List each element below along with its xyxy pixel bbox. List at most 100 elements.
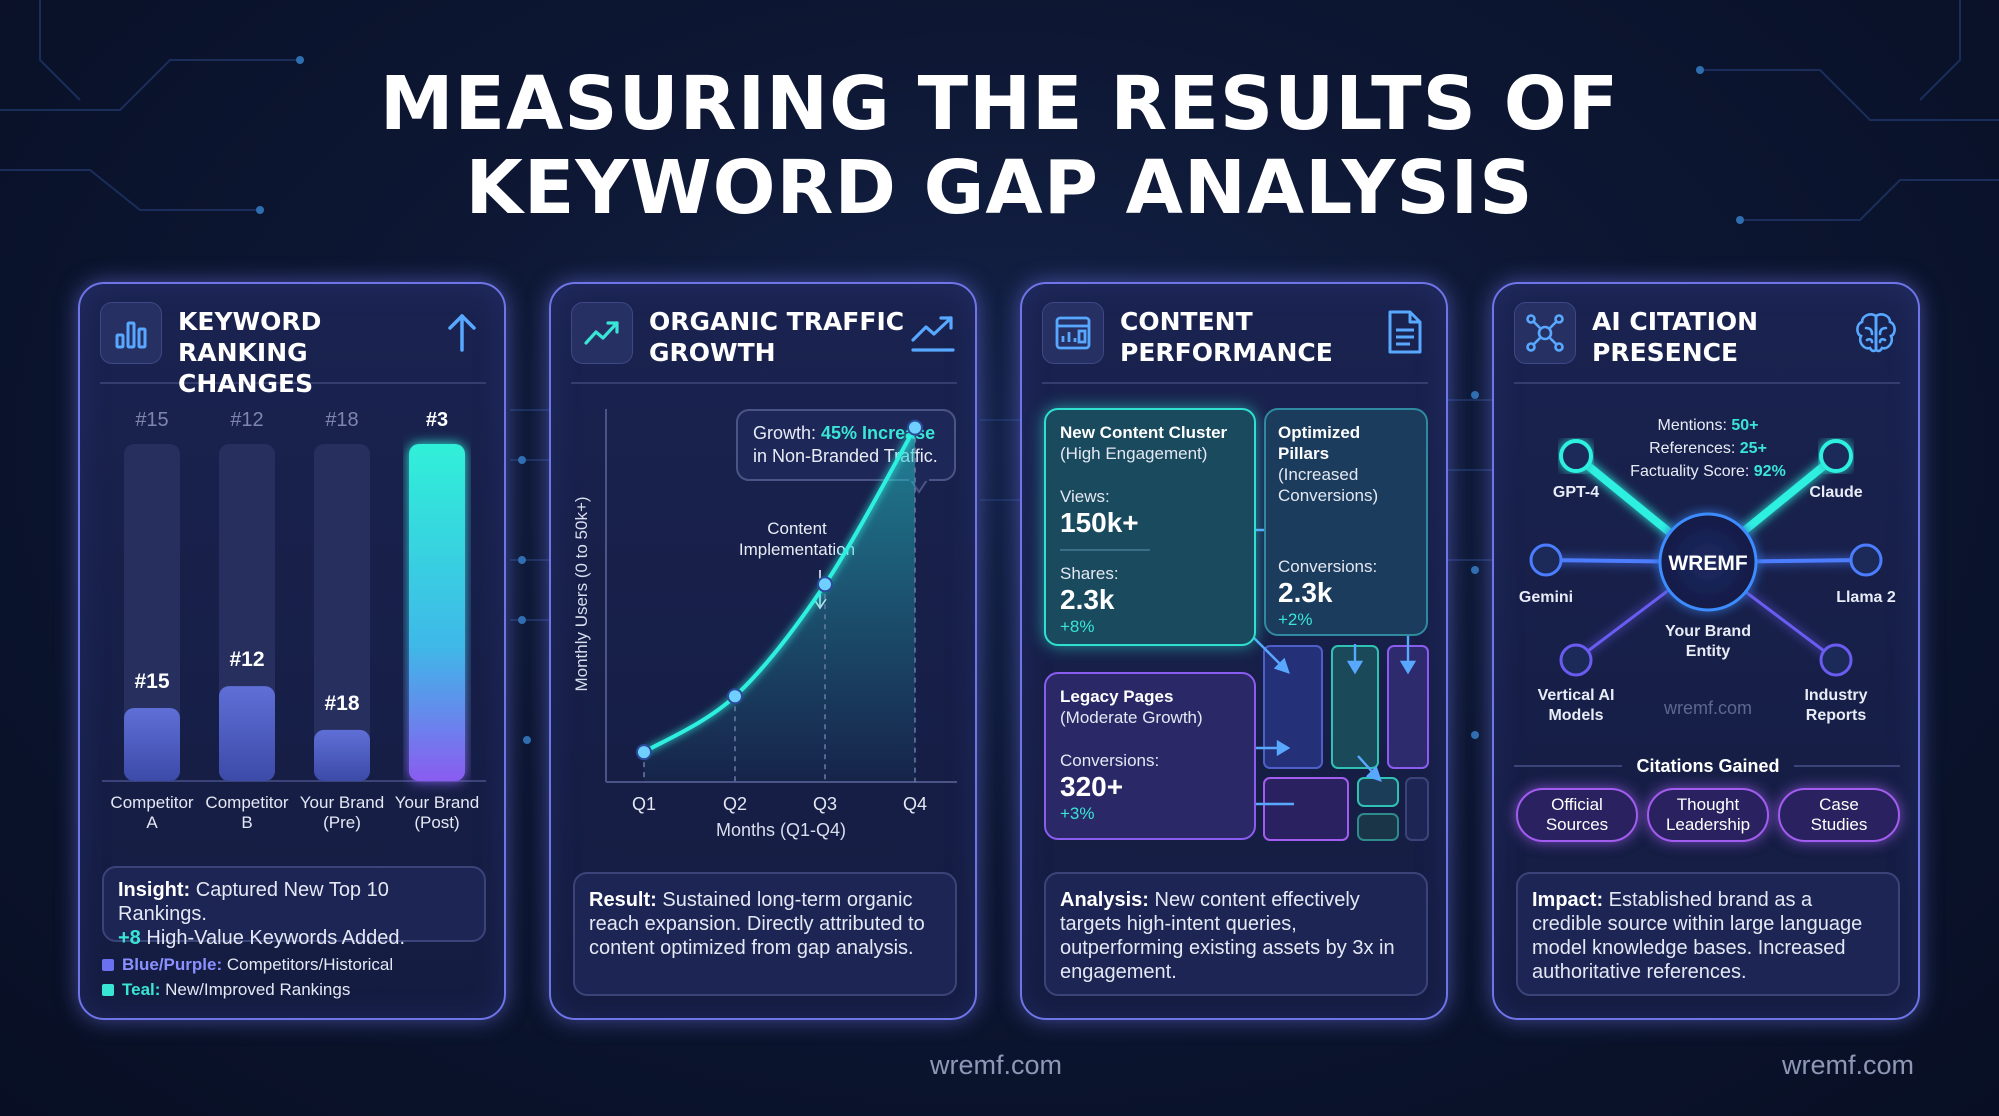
ai-network-diagram: WREMF Your Brand Entity wremf.com GPT-4 … <box>1514 417 1900 776</box>
citation-pill-text: Sources <box>1545 815 1609 834</box>
data-point <box>817 576 833 593</box>
insight-label: Insight: <box>118 879 191 901</box>
citations-title: Citations Gained <box>1636 756 1779 776</box>
legend-item: Teal: New/Improved Rankings <box>102 977 393 1002</box>
citation-pill-text: Studies <box>1810 815 1868 834</box>
shares-change: +8% <box>1060 617 1095 636</box>
bar <box>314 729 370 781</box>
data-point <box>727 688 743 705</box>
chart-legend: Blue/Purple: Competitors/Historical Teal… <box>102 952 393 1002</box>
hub-label: Your Brand <box>1665 623 1751 640</box>
dashboard-icon <box>1042 302 1104 364</box>
category-label: Your Brand <box>300 793 384 812</box>
ai-node <box>1559 439 1593 473</box>
x-tick-label: Q2 <box>723 794 747 814</box>
citation-pill-text: Thought <box>1676 795 1740 814</box>
legend-text: Competitors/Historical <box>222 955 394 974</box>
citation-pill-text: Leadership <box>1665 815 1751 834</box>
x-tick-label: Q1 <box>632 794 656 814</box>
node-label-claude: Claude <box>1809 484 1862 501</box>
svg-text:Mentions: 50+: Mentions: 50+ <box>1658 417 1759 434</box>
card-title-line-2: RANKING CHANGES <box>178 338 314 398</box>
footer-watermark: wremf.com <box>930 1050 1063 1080</box>
impact-box: Impact: Established brand as a credible … <box>1516 872 1900 996</box>
page-title-line-2: KEYWORD GAP ANALYSIS <box>465 145 1534 231</box>
card-title-line-2: PERFORMANCE <box>1120 338 1333 367</box>
ai-node <box>1819 643 1853 677</box>
conversions-label: Conversions: <box>1278 557 1378 576</box>
conversions-value: 320+ <box>1060 771 1124 802</box>
analysis-text: New content effectively targets high-int… <box>1060 889 1395 983</box>
category-label: (Post) <box>414 813 459 832</box>
svg-text:Growth: 45% Increase: Growth: 45% Increase <box>753 423 935 443</box>
divider <box>1060 549 1150 551</box>
insight-highlight: +8 <box>118 927 141 949</box>
legacy-subtitle: (Moderate Growth) <box>1060 708 1203 727</box>
impact-text: Established brand as a credible source w… <box>1532 889 1863 983</box>
ranking-bar-chart: #15#15CompetitorA#12#12CompetitorB#18#18… <box>102 409 486 832</box>
card-title: ORGANIC TRAFFIC GROWTH <box>649 306 919 368</box>
category-label: Competitor <box>110 793 193 812</box>
stat-value: 50+ <box>1731 417 1758 434</box>
legend-swatch <box>102 959 114 971</box>
bar <box>409 444 465 781</box>
cluster-title: New Content Cluster <box>1060 423 1228 442</box>
category-label: (Pre) <box>323 813 361 832</box>
bar-chart-icon <box>100 302 162 364</box>
svg-text:References: 25+: References: 25+ <box>1649 440 1767 457</box>
legend-item: Blue/Purple: Competitors/Historical <box>102 952 393 977</box>
page-title-line-1: MEASURING THE RESULTS OF <box>379 61 1620 147</box>
card-title-line-2: GROWTH <box>649 338 776 367</box>
x-tick-label: Q3 <box>813 794 837 814</box>
bar-value-label: #12 <box>229 648 264 671</box>
views-value: 150k+ <box>1060 507 1139 538</box>
analysis-box: Analysis: New content effectively target… <box>1044 872 1428 996</box>
ai-node <box>1819 439 1853 473</box>
content-performance-card: CONTENT PERFORMANCE New Content Cluster … <box>1020 282 1448 1020</box>
result-box: Result: Sustained long-term organic reac… <box>573 872 957 996</box>
series-line <box>642 426 917 754</box>
bar-track <box>124 444 180 781</box>
citation-pill: Official Sources <box>1516 788 1638 842</box>
y-axis-label: Monthly Users (0 to 50k+) <box>572 496 591 691</box>
bar <box>219 686 275 781</box>
arrow-up-icon <box>448 314 476 352</box>
insight-text-2: High-Value Keywords Added. <box>140 927 406 949</box>
ai-node <box>1559 643 1593 677</box>
citation-pill-text: Official <box>1551 795 1603 814</box>
bar-top-label: #15 <box>135 409 168 431</box>
citation-pill: Case Studies <box>1778 788 1900 842</box>
annotation-text: Content <box>767 519 827 538</box>
ai-node <box>1529 543 1563 577</box>
card-title: CONTENT PERFORMANCE <box>1120 306 1390 368</box>
brain-icon <box>1856 313 1896 353</box>
bar-track <box>314 444 370 781</box>
conversions-label: Conversions: <box>1060 751 1160 770</box>
bar-top-label: #12 <box>230 409 263 431</box>
x-tick-label: Q4 <box>903 794 927 814</box>
result-label: Result: <box>589 889 657 911</box>
hub-node <box>1658 512 1758 612</box>
traffic-line-chart: Monthly Users (0 to 50k+) Months (Q1-Q4)… <box>572 409 957 840</box>
data-point <box>636 744 652 761</box>
result-text: Sustained long-term organic reach expans… <box>589 889 925 959</box>
stat-value: 92% <box>1754 463 1786 480</box>
bar-top-label: #3 <box>426 409 448 431</box>
legend-label: Blue/Purple: <box>122 955 223 974</box>
shares-value: 2.3k <box>1060 584 1115 615</box>
category-label: Your Brand <box>395 793 479 812</box>
pillars-subtitle: Conversions) <box>1278 486 1379 505</box>
callout-line-2: in Non-Branded Traffic. <box>753 446 938 466</box>
conversions-change: +3% <box>1060 804 1095 823</box>
node-label-industry: Industry <box>1804 687 1867 704</box>
bar <box>124 707 180 781</box>
legend-swatch <box>102 984 114 996</box>
shares-label: Shares: <box>1060 564 1119 583</box>
stat-value: 25+ <box>1740 440 1767 457</box>
node-label-vertical: Vertical AI <box>1538 687 1615 704</box>
hub-label: Entity <box>1686 643 1731 660</box>
card-header: KEYWORD RANKING CHANGES <box>100 302 486 398</box>
stat-label: Mentions: <box>1658 417 1732 434</box>
page-title: MEASURING THE RESULTS OF KEYWORD GAP ANA… <box>0 62 1999 230</box>
citation-pill: Thought Leadership <box>1647 788 1769 842</box>
